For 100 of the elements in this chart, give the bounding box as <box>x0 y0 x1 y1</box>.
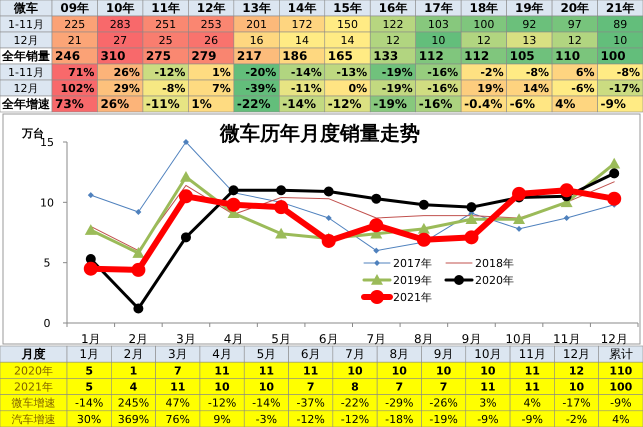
data-label: 150 <box>337 18 358 31</box>
point <box>609 168 620 178</box>
y-tick-label: 10 <box>40 196 54 210</box>
data-label: -9% <box>477 412 499 426</box>
data-label: 12 <box>568 364 584 378</box>
data-label: 253 <box>200 18 222 31</box>
point <box>226 198 241 212</box>
data-label: 246 <box>55 49 80 63</box>
data-label: 11 <box>524 364 540 378</box>
point <box>465 213 478 224</box>
data-label: 10 <box>568 380 585 394</box>
legend-label: 2017年 <box>393 257 432 270</box>
x-tick-label: 1月 <box>80 332 101 346</box>
point <box>607 192 622 206</box>
x-tick-label: 7月 <box>366 332 386 346</box>
data-label: 100 <box>609 380 633 394</box>
x-tick-label: 10月 <box>474 347 502 362</box>
data-label: 225 <box>64 18 86 31</box>
x-tick-label: 2月 <box>128 332 148 346</box>
data-label: -19% <box>373 97 407 111</box>
data-label: -8% <box>526 66 550 79</box>
data-label: 1% <box>212 66 231 79</box>
data-label: 10 <box>347 364 363 378</box>
data-label: -16% <box>418 97 452 111</box>
x-tick-label: 19年 <box>514 1 544 15</box>
x-tick-label: 18年 <box>470 1 498 15</box>
point <box>369 218 384 232</box>
data-label: -22% <box>340 396 370 410</box>
y-tick-label: 微车增速 <box>12 396 56 410</box>
data-label: 112 <box>464 49 490 63</box>
data-label: -29% <box>385 396 414 410</box>
data-label: 11 <box>258 364 274 378</box>
data-label: -2% <box>566 412 588 426</box>
point <box>324 186 334 196</box>
data-label: 21 <box>68 34 82 47</box>
data-label: 6% <box>576 66 595 79</box>
data-label: 4 <box>130 380 138 394</box>
data-label: -9% <box>522 412 543 426</box>
point <box>84 262 98 276</box>
data-label: 7 <box>174 364 182 378</box>
x-tick-label: 21年 <box>606 1 635 15</box>
data-label: -26% <box>429 396 458 410</box>
point <box>326 215 332 222</box>
data-label: -9% <box>600 97 626 111</box>
point <box>182 139 189 145</box>
data-label: -16% <box>427 82 458 95</box>
data-label: -11% <box>146 97 180 111</box>
data-label: -19% <box>382 66 413 79</box>
data-label: 7% <box>212 82 231 95</box>
x-tick-label: 13年 <box>242 1 271 15</box>
data-label: 10 <box>436 364 452 378</box>
data-label: 26 <box>204 34 218 47</box>
data-label: 102% <box>60 82 94 95</box>
data-label: 279 <box>191 49 216 63</box>
data-label: -22% <box>236 97 271 111</box>
data-label: 133 <box>373 49 398 63</box>
x-tick-label: 14年 <box>288 1 316 15</box>
y-tick-label: 1-11月 <box>8 18 44 31</box>
data-label: -12% <box>328 97 362 111</box>
data-label: 11 <box>303 364 318 378</box>
x-tick-label: 5月 <box>271 332 291 346</box>
data-label: -8% <box>616 66 640 79</box>
data-label: 26% <box>100 97 130 111</box>
x-tick-label: 10月 <box>505 332 533 346</box>
point <box>322 234 336 248</box>
data-label: 10 <box>613 34 628 47</box>
x-tick-label: 11月 <box>552 332 580 346</box>
data-label: 186 <box>282 49 308 63</box>
data-label: 8 <box>351 380 359 394</box>
y-tick-label: 0 <box>44 317 50 330</box>
data-label: -14% <box>290 66 322 79</box>
data-label: 11 <box>524 380 540 394</box>
data-label: -17% <box>562 396 591 410</box>
x-tick-label: 12月 <box>600 332 628 346</box>
y-tick-label: 1-11月 <box>8 66 44 79</box>
x-tick-label: 9月 <box>462 332 482 346</box>
x-tick-label: 5月 <box>256 347 276 362</box>
x-tick-label: 3月 <box>168 347 188 362</box>
data-label: 25 <box>158 34 173 47</box>
data-label: 245% <box>118 396 150 410</box>
point <box>274 200 288 214</box>
data-label: 5 <box>85 364 93 378</box>
data-label: 310 <box>100 49 126 63</box>
data-label: 0% <box>348 82 368 95</box>
data-label: 105 <box>510 49 535 63</box>
data-label: 14 <box>340 34 354 47</box>
data-label: 4% <box>555 97 576 111</box>
chart-title: 微车历年月度销量走势 <box>219 121 420 145</box>
data-label: 283 <box>110 18 131 31</box>
x-tick-label: 12年 <box>196 1 226 15</box>
data-label: 19% <box>477 82 504 95</box>
x-tick-label: 3月 <box>176 332 196 346</box>
data-label: 73% <box>55 97 84 111</box>
data-label: -12% <box>154 66 186 79</box>
x-tick-label: 11月 <box>518 347 546 362</box>
data-label: -18% <box>385 412 414 426</box>
x-tick-label: 15年 <box>333 1 362 15</box>
data-label: -8% <box>162 82 186 95</box>
data-label: -19% <box>429 412 458 426</box>
x-tick-label: 4月 <box>224 332 244 346</box>
